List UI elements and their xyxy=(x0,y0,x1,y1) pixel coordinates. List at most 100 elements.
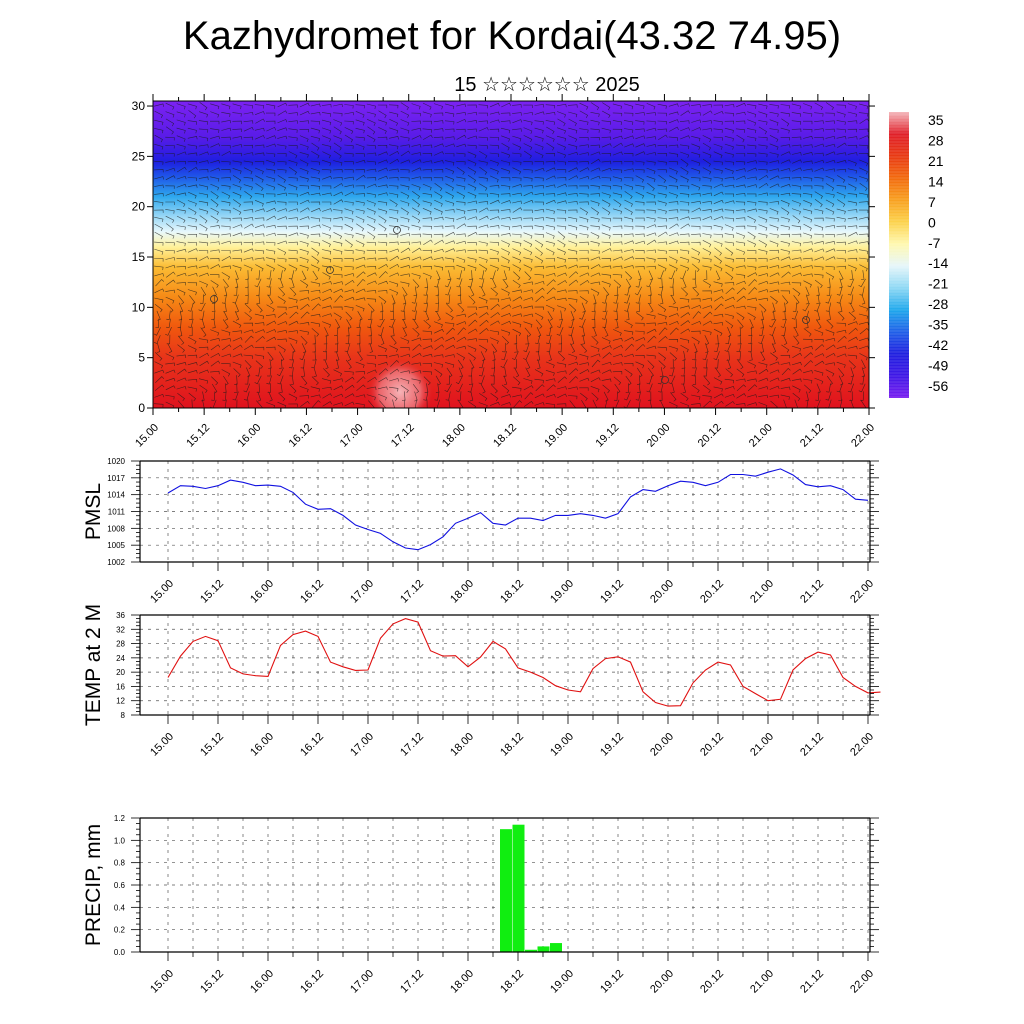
wind-barb xyxy=(601,217,611,222)
wind-barb xyxy=(479,263,488,272)
wind-barb xyxy=(333,306,343,310)
wind-barb xyxy=(670,359,674,369)
x-tick-label: 20.12 xyxy=(696,422,724,450)
colorbar-label: -42 xyxy=(928,337,948,353)
wind-barb xyxy=(635,361,645,369)
wind-barb xyxy=(691,305,702,309)
wind-barb xyxy=(623,330,634,335)
wind-barb xyxy=(714,255,723,264)
y-tick-label: 25 xyxy=(132,149,146,163)
wind-barb xyxy=(188,207,197,215)
wind-barb xyxy=(803,352,814,359)
wind-barb xyxy=(266,112,276,117)
y-tick-label: 1002 xyxy=(107,558,125,567)
y-tick-label: 36 xyxy=(116,611,125,620)
wind-barb xyxy=(344,265,354,271)
wind-barb xyxy=(210,152,220,156)
wind-barb xyxy=(489,102,500,108)
wind-barb xyxy=(558,342,562,353)
wind-barb xyxy=(836,241,846,246)
wind-barb xyxy=(478,224,489,228)
wind-barb xyxy=(668,201,679,205)
wind-barb xyxy=(668,306,679,311)
wind-barb xyxy=(568,361,579,366)
wind-barb xyxy=(467,175,477,183)
wind-barb xyxy=(781,326,787,337)
wind-barb xyxy=(602,207,611,216)
wind-barb xyxy=(735,128,746,133)
wind-barb xyxy=(836,329,847,334)
wind-barb xyxy=(858,209,869,213)
wind-barb xyxy=(858,201,869,205)
wind-barb xyxy=(590,216,600,223)
wind-barb xyxy=(802,112,813,117)
wind-barb xyxy=(176,272,187,277)
wind-barb xyxy=(434,302,439,312)
wind-barb xyxy=(512,104,522,108)
wind-barb xyxy=(556,265,567,269)
wind-barb xyxy=(502,342,506,353)
wind-barb xyxy=(646,278,653,288)
wind-barb xyxy=(344,279,355,286)
wind-barb xyxy=(827,278,831,288)
wind-barb xyxy=(601,177,611,182)
wind-barb xyxy=(288,393,298,401)
wind-barb xyxy=(479,393,488,402)
wind-barb xyxy=(670,392,677,402)
wind-barb xyxy=(389,248,400,253)
wind-barb xyxy=(692,287,700,297)
wind-barb xyxy=(366,192,376,198)
wind-barb xyxy=(590,272,601,277)
wind-barb xyxy=(489,136,500,141)
wind-barb xyxy=(803,120,813,125)
wind-barb xyxy=(356,318,361,328)
wind-barb xyxy=(669,175,678,183)
wind-barb xyxy=(243,329,254,333)
wind-barb xyxy=(400,191,410,199)
wind-barb xyxy=(724,313,734,320)
wind-barb xyxy=(534,111,545,115)
wind-barb xyxy=(234,383,238,393)
wind-barb xyxy=(411,247,422,254)
wind-barb xyxy=(266,159,276,166)
wind-barb xyxy=(836,136,847,140)
wind-barb xyxy=(850,399,854,408)
wind-barb xyxy=(400,256,411,261)
wind-barb xyxy=(758,160,768,166)
wind-barb xyxy=(479,319,489,327)
wind-barb xyxy=(310,136,320,142)
wind-barb xyxy=(478,338,488,343)
wind-barb xyxy=(557,318,563,328)
wind-barb xyxy=(781,118,790,127)
wind-barb xyxy=(310,217,321,222)
wind-barb xyxy=(772,334,776,345)
wind-barb xyxy=(792,159,802,164)
y-tick-label: 0.4 xyxy=(114,903,126,912)
wind-barb xyxy=(469,391,474,402)
wind-barb xyxy=(377,175,388,180)
wind-barb xyxy=(467,135,478,139)
wind-barb xyxy=(847,286,854,296)
wind-barb xyxy=(288,166,298,175)
wind-barb xyxy=(356,384,366,391)
wind-barb xyxy=(467,216,478,220)
wind-barb xyxy=(837,335,847,343)
wind-barb xyxy=(411,233,421,238)
wind-barb xyxy=(545,160,556,165)
wind-barb xyxy=(848,336,858,342)
x-tick-label: 17.00 xyxy=(348,968,376,996)
wind-barb xyxy=(848,311,857,321)
wind-barb xyxy=(357,351,363,362)
wind-barb xyxy=(255,335,265,343)
wind-barb xyxy=(299,152,309,158)
wind-barb xyxy=(612,120,623,126)
wind-barb xyxy=(389,233,399,238)
wind-barb xyxy=(760,342,764,353)
wind-barb xyxy=(858,112,869,117)
wind-barb xyxy=(412,279,420,289)
wind-barb xyxy=(858,216,869,221)
wind-barb xyxy=(232,258,242,262)
wind-barb xyxy=(500,225,511,230)
wind-barb xyxy=(434,391,440,401)
wind-barb xyxy=(467,249,477,254)
